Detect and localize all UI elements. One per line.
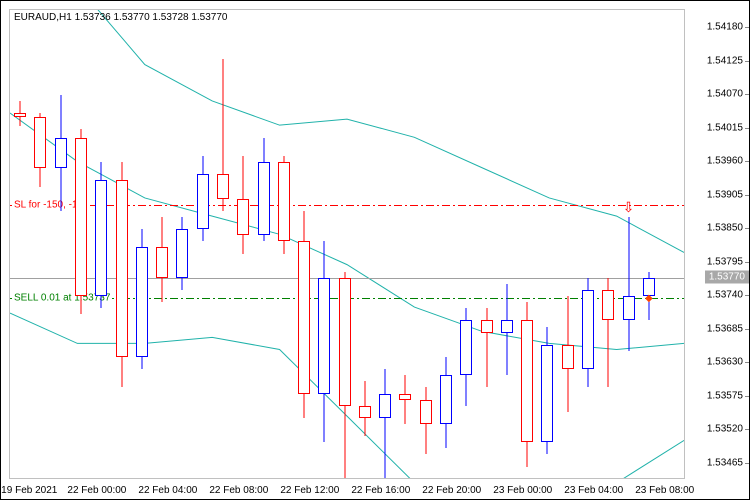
y-axis: 1.54180 1.54125 1.54070 1.54015 1.53960 1.539… [687,9,749,479]
candle [521,10,533,479]
y-tick-label: 1.53850 [707,223,743,234]
y-tick-label: 1.53795 [707,256,743,267]
candle [136,10,148,479]
y-tick-label: 1.53740 [707,290,743,301]
candle [318,10,330,479]
arrow-down-icon: ◆ [645,293,653,304]
y-tick-label: 1.54180 [707,22,743,33]
x-tick-label: 22 Feb 00:00 [67,485,126,496]
candle [541,10,553,479]
candle [399,10,411,479]
candle [278,10,290,479]
y-tick-label: 1.53905 [707,189,743,200]
candle [481,10,493,479]
candle [440,10,452,479]
arrow-down-icon: ⇩ [623,199,635,216]
candle [643,10,655,479]
candle [116,10,128,479]
candle [258,10,270,479]
candle [298,10,310,479]
candle [14,10,26,479]
y-tick-label: 1.53685 [707,323,743,334]
candle [582,10,594,479]
y-tick-label: 1.53465 [707,457,743,468]
candle [34,10,46,479]
chart-container: EURAUD,H1 1.53736 1.53770 1.53728 1.5377… [0,0,750,500]
candle [75,10,87,479]
x-axis: 19 Feb 202122 Feb 00:0022 Feb 04:0022 Fe… [9,481,685,499]
candle [562,10,574,479]
y-tick-label: 1.53575 [707,390,743,401]
candle [95,10,107,479]
x-tick-label: 19 Feb 2021 [1,485,57,496]
x-tick-label: 22 Feb 04:00 [138,485,197,496]
x-tick-label: 22 Feb 08:00 [209,485,268,496]
chart-title: EURAUD,H1 1.53736 1.53770 1.53728 1.5377… [14,12,228,23]
candle [359,10,371,479]
y-tick-label: 1.54015 [707,122,743,133]
plot-area[interactable]: EURAUD,H1 1.53736 1.53770 1.53728 1.5377… [9,9,685,479]
candle [460,10,472,479]
candle [420,10,432,479]
candle [501,10,513,479]
current õprice-box: 1.53770 [705,270,749,283]
candle [339,10,351,479]
candle [176,10,188,479]
x-tick-label: 22 Feb 12:00 [280,485,339,496]
x-tick-label: 23 Feb 00:00 [493,485,552,496]
candle [217,10,229,479]
candle [623,10,635,479]
y-tick-label: 1.54125 [707,55,743,66]
y-tick-label: 1.53520 [707,424,743,435]
y-tick-label: 1.53960 [707,156,743,167]
candle [237,10,249,479]
candle [197,10,209,479]
candle [602,10,614,479]
x-tick-label: 23 Feb 04:00 [564,485,623,496]
y-tick-label: 1.53630 [707,357,743,368]
x-tick-label: 22 Feb 16:00 [351,485,410,496]
y-tick-label: 1.54070 [707,89,743,100]
candle [55,10,67,479]
x-tick-label: 22 Feb 20:00 [422,485,481,496]
candle [156,10,168,479]
candle [379,10,391,479]
x-tick-label: 23 Feb 08:00 [635,485,694,496]
